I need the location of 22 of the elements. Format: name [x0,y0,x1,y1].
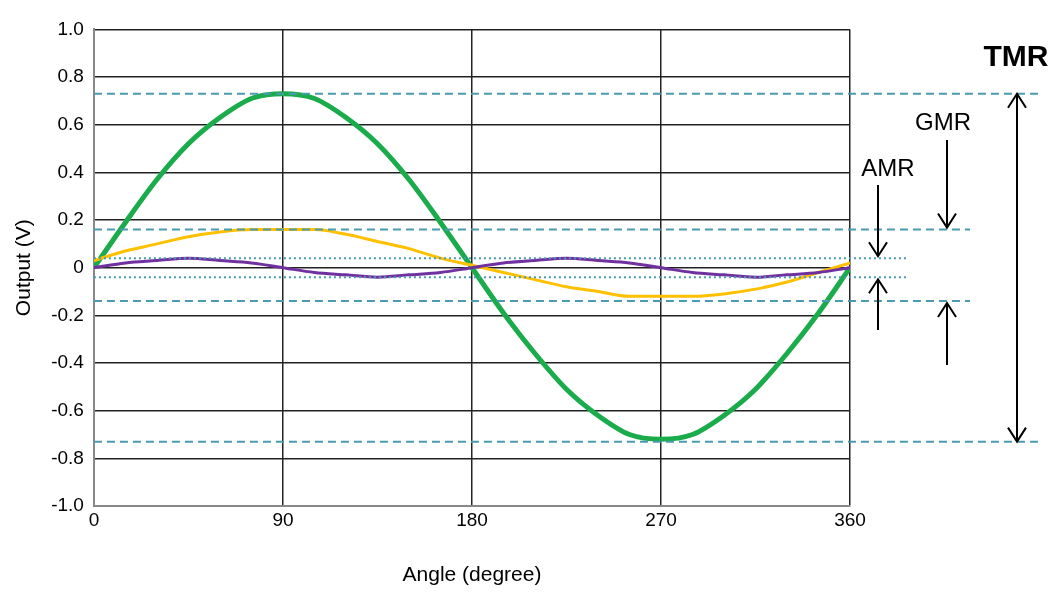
y-tick-label: -1.0 [51,494,84,516]
y-tick-label: 1.0 [57,17,84,39]
y-tick-label: -0.6 [51,398,84,420]
y-tick-label: -0.8 [51,446,84,468]
x-tick-label: 360 [834,508,866,530]
y-tick-label: 0.6 [57,112,84,134]
y-tick-label: -0.4 [51,351,85,373]
y-tick-label: 0.2 [57,208,84,230]
text: AMR [861,154,915,181]
x-axis-title: Angle (degree) [402,562,542,586]
x-tick-label: 90 [272,508,294,530]
y-tick-label: -0.2 [51,303,84,325]
x-tick-label: 180 [456,508,488,530]
y-tick-label: 0.8 [57,65,84,87]
x-tick-label: 270 [645,508,677,530]
y-axis-title: Output (V) [11,219,35,317]
text: GMR [915,108,971,135]
y-tick-label: 0 [73,255,84,277]
text: TMR [983,39,1049,72]
line-series [93,256,850,279]
y-tick-label: 0.4 [57,160,85,182]
x-tick-label: 0 [88,508,100,530]
